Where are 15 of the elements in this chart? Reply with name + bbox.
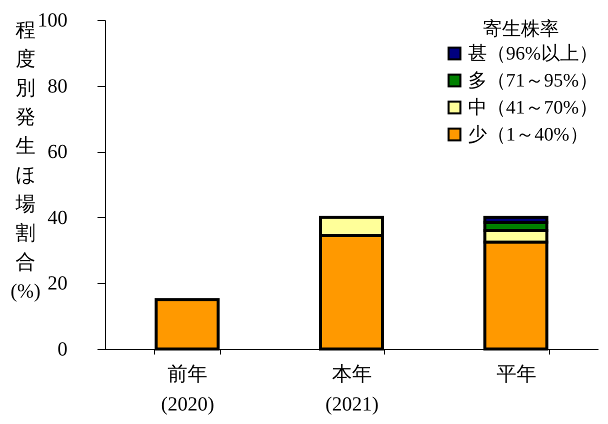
legend-label: 多（71～95%） [468, 70, 598, 92]
x-tick-label: 平年 [496, 364, 536, 386]
x-tick-label: 前年 (2020) [161, 364, 214, 416]
x-tick-label: 本年 (2021) [325, 364, 379, 416]
text: 程度別発生ほ場割合(%) [10, 20, 40, 302]
legend-title: 寄生株率 [483, 18, 559, 40]
legend-label: 少（1～40%） [468, 124, 588, 146]
legend-label: 甚（96%以上） [468, 44, 598, 64]
y-tick-label: 0 [58, 338, 68, 360]
legend-label: 中（41～70%） [468, 98, 598, 118]
y-tick-label: 20 [48, 272, 68, 295]
y-tick-label: 60 [48, 141, 68, 164]
y-tick-label: 80 [48, 75, 68, 98]
y-tick-label: 40 [48, 206, 68, 229]
y-tick-label: 100 [38, 10, 68, 32]
